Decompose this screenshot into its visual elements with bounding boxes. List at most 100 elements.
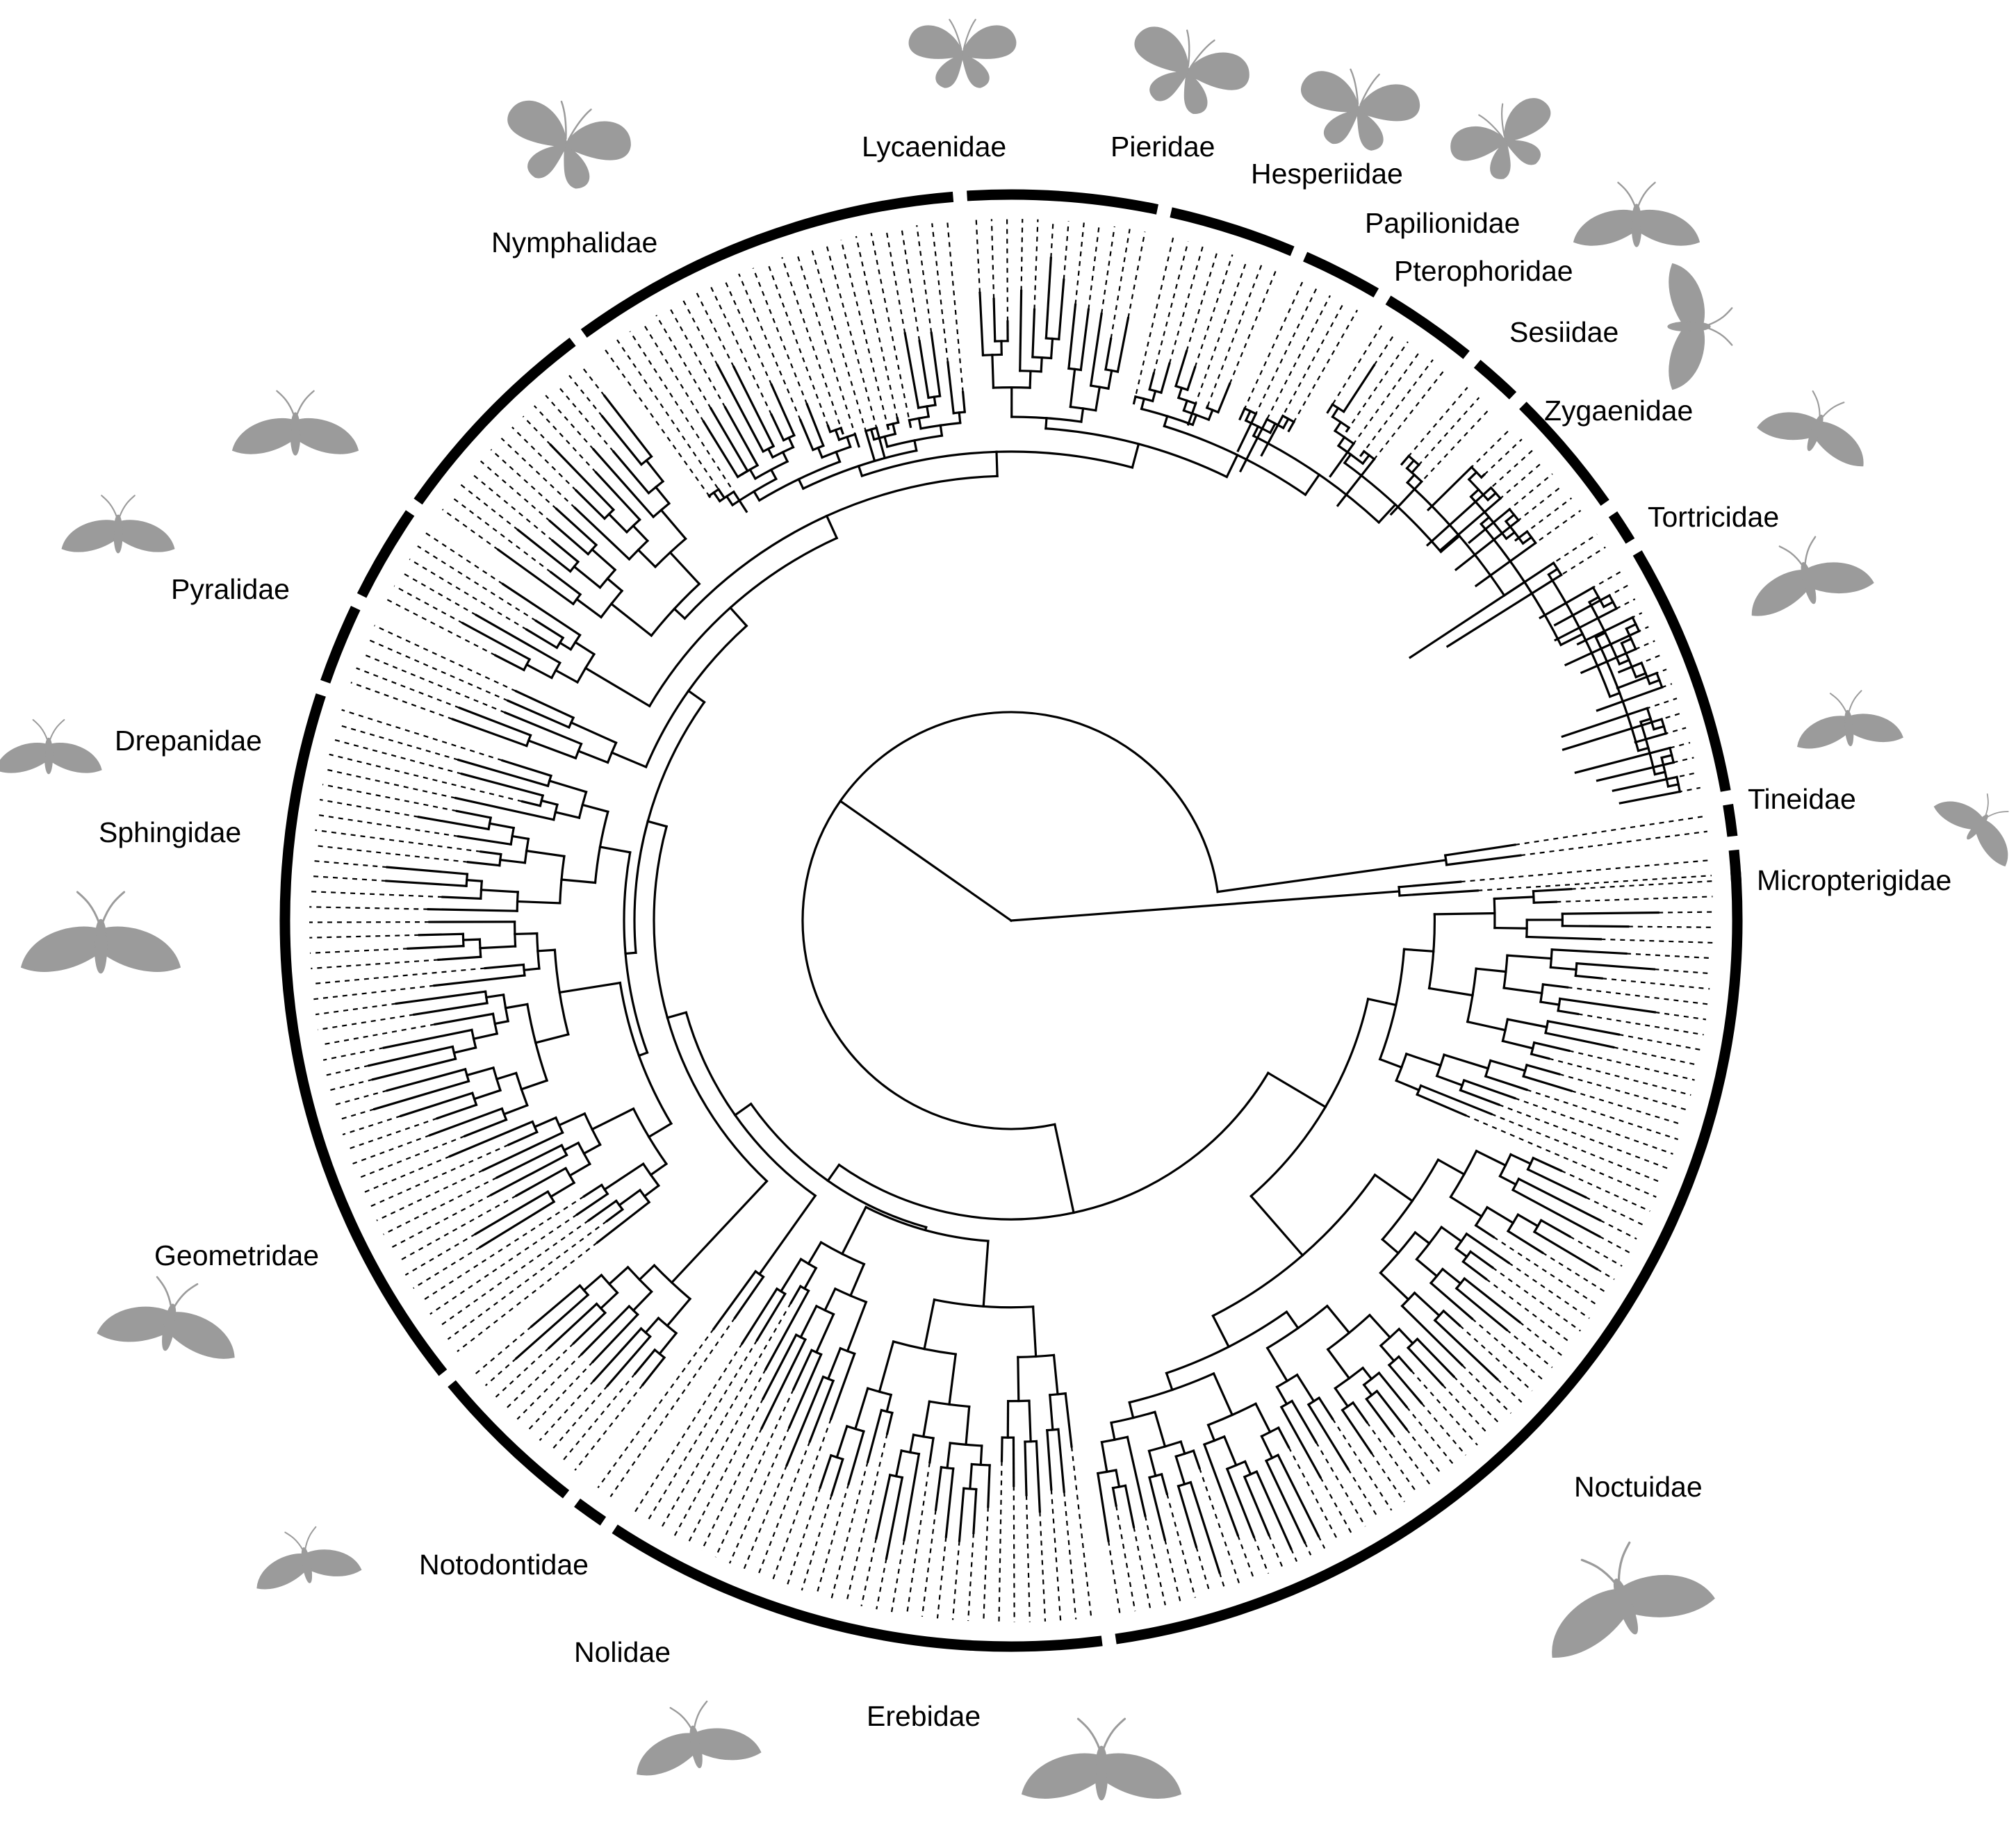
- tip-connector: [1496, 1378, 1523, 1403]
- tree-branch: [417, 815, 490, 831]
- tree-branch: [948, 1353, 958, 1406]
- tip-connector: [319, 798, 419, 818]
- sesiidae-band: [1519, 402, 1609, 506]
- tree-arc: [564, 1167, 576, 1185]
- tree-branch: [958, 411, 962, 425]
- tree-branch: [1281, 417, 1290, 430]
- notodontidae-band: [448, 1380, 570, 1499]
- tip-connector: [1127, 231, 1146, 319]
- tree-branch: [1549, 966, 1577, 971]
- tree-branch: [1539, 1000, 1561, 1006]
- tree-arc: [657, 1316, 678, 1335]
- tree-branch: [1618, 658, 1631, 666]
- tree-branch: [573, 506, 631, 561]
- tree-arc: [1607, 593, 1618, 611]
- tree-branch: [594, 470, 641, 522]
- tree-branch: [757, 1194, 817, 1276]
- tree-branch: [1525, 1063, 1561, 1076]
- tree-branch: [673, 607, 687, 620]
- tree-arc: [1525, 529, 1537, 545]
- pyralidae-2-moth-icon: [61, 495, 175, 554]
- lycaenidae-butterfly-icon: [908, 19, 1017, 88]
- tip-connector: [810, 247, 876, 461]
- tree-branch: [501, 582, 582, 637]
- tip-connector: [860, 1538, 877, 1606]
- tip-connector: [550, 1385, 609, 1451]
- tree-branch: [687, 689, 706, 704]
- tree-branch: [1486, 491, 1498, 502]
- tip-connector: [470, 472, 553, 542]
- tree-branch: [507, 699, 571, 730]
- tree-arc: [933, 1298, 1035, 1309]
- tree-arc: [833, 1287, 868, 1304]
- tree-arc: [451, 1045, 457, 1061]
- tip-connector: [1370, 1452, 1405, 1503]
- tree-branch: [1489, 1059, 1527, 1073]
- tree-branch: [555, 507, 598, 547]
- tree-branch: [803, 1267, 818, 1290]
- tree-branch: [427, 908, 518, 912]
- tree-branch: [1044, 256, 1053, 340]
- tree-branch: [1153, 1410, 1167, 1449]
- tineidae-moth-icon: [1797, 690, 1903, 749]
- tree-branch: [934, 1465, 943, 1511]
- tree-branch: [1031, 1305, 1038, 1358]
- tree-branch: [649, 1162, 669, 1177]
- tip-connector: [1229, 270, 1277, 384]
- tip-connector: [527, 1361, 593, 1431]
- pieridae-label: Pieridae: [1111, 131, 1215, 163]
- tip-connector: [313, 984, 435, 1000]
- tree-branch: [798, 418, 814, 452]
- tip-connector: [332, 739, 462, 775]
- tree-branch: [864, 429, 876, 462]
- tree-branch: [1587, 595, 1600, 604]
- tip-connector: [1411, 397, 1480, 473]
- tree-arc: [1379, 1230, 1417, 1275]
- tree-branch: [480, 889, 519, 893]
- tip-connector: [905, 1462, 931, 1615]
- tree-branch: [540, 799, 559, 807]
- tree-branch: [1331, 406, 1340, 419]
- tree-branch: [732, 365, 776, 448]
- tip-connector: [1288, 309, 1359, 431]
- tree-branch: [725, 495, 735, 507]
- tip-connector: [885, 229, 906, 333]
- tree-branch: [1254, 1402, 1272, 1434]
- tree-branch: [1558, 997, 1657, 1014]
- tip-connector: [890, 1540, 905, 1613]
- tree-branch: [1275, 1385, 1288, 1406]
- pieridae-butterfly-icon: [1134, 26, 1249, 115]
- tree-arc: [509, 826, 516, 846]
- tree-branch: [1427, 987, 1474, 997]
- tip-connector: [1599, 1235, 1630, 1253]
- tip-connector: [1050, 220, 1054, 258]
- tree-arc: [888, 1474, 904, 1479]
- tree-arc: [1206, 1402, 1258, 1427]
- tree-branch: [1336, 436, 1346, 447]
- tip-connector: [390, 1194, 492, 1249]
- tree-branch: [1205, 404, 1209, 410]
- tree-branch: [1526, 1168, 1587, 1199]
- erebidae-band: [612, 1524, 1103, 1652]
- tree-branch: [1469, 488, 1480, 499]
- tree-arc: [644, 624, 748, 769]
- tree-branch: [1395, 1079, 1421, 1092]
- tip-connector: [1186, 249, 1219, 352]
- tree-branch: [558, 641, 573, 651]
- tip-connector: [334, 1089, 388, 1106]
- tip-connector: [1290, 1548, 1298, 1563]
- tree-branch: [1398, 889, 1479, 897]
- tree-branch: [1454, 1247, 1469, 1259]
- tree-branch: [1404, 1052, 1443, 1067]
- tree-branch: [514, 689, 575, 720]
- tree-branch: [1239, 418, 1269, 473]
- tree-branch: [1429, 1281, 1474, 1321]
- tip-connector: [322, 1046, 384, 1061]
- tip-connector: [1575, 741, 1691, 774]
- tree-branch: [716, 363, 765, 454]
- tree-branch: [372, 1080, 470, 1111]
- tree-branch: [903, 1452, 921, 1542]
- tip-connector: [1471, 1318, 1543, 1381]
- tree-branch: [987, 1464, 991, 1508]
- tip-connector: [368, 638, 509, 702]
